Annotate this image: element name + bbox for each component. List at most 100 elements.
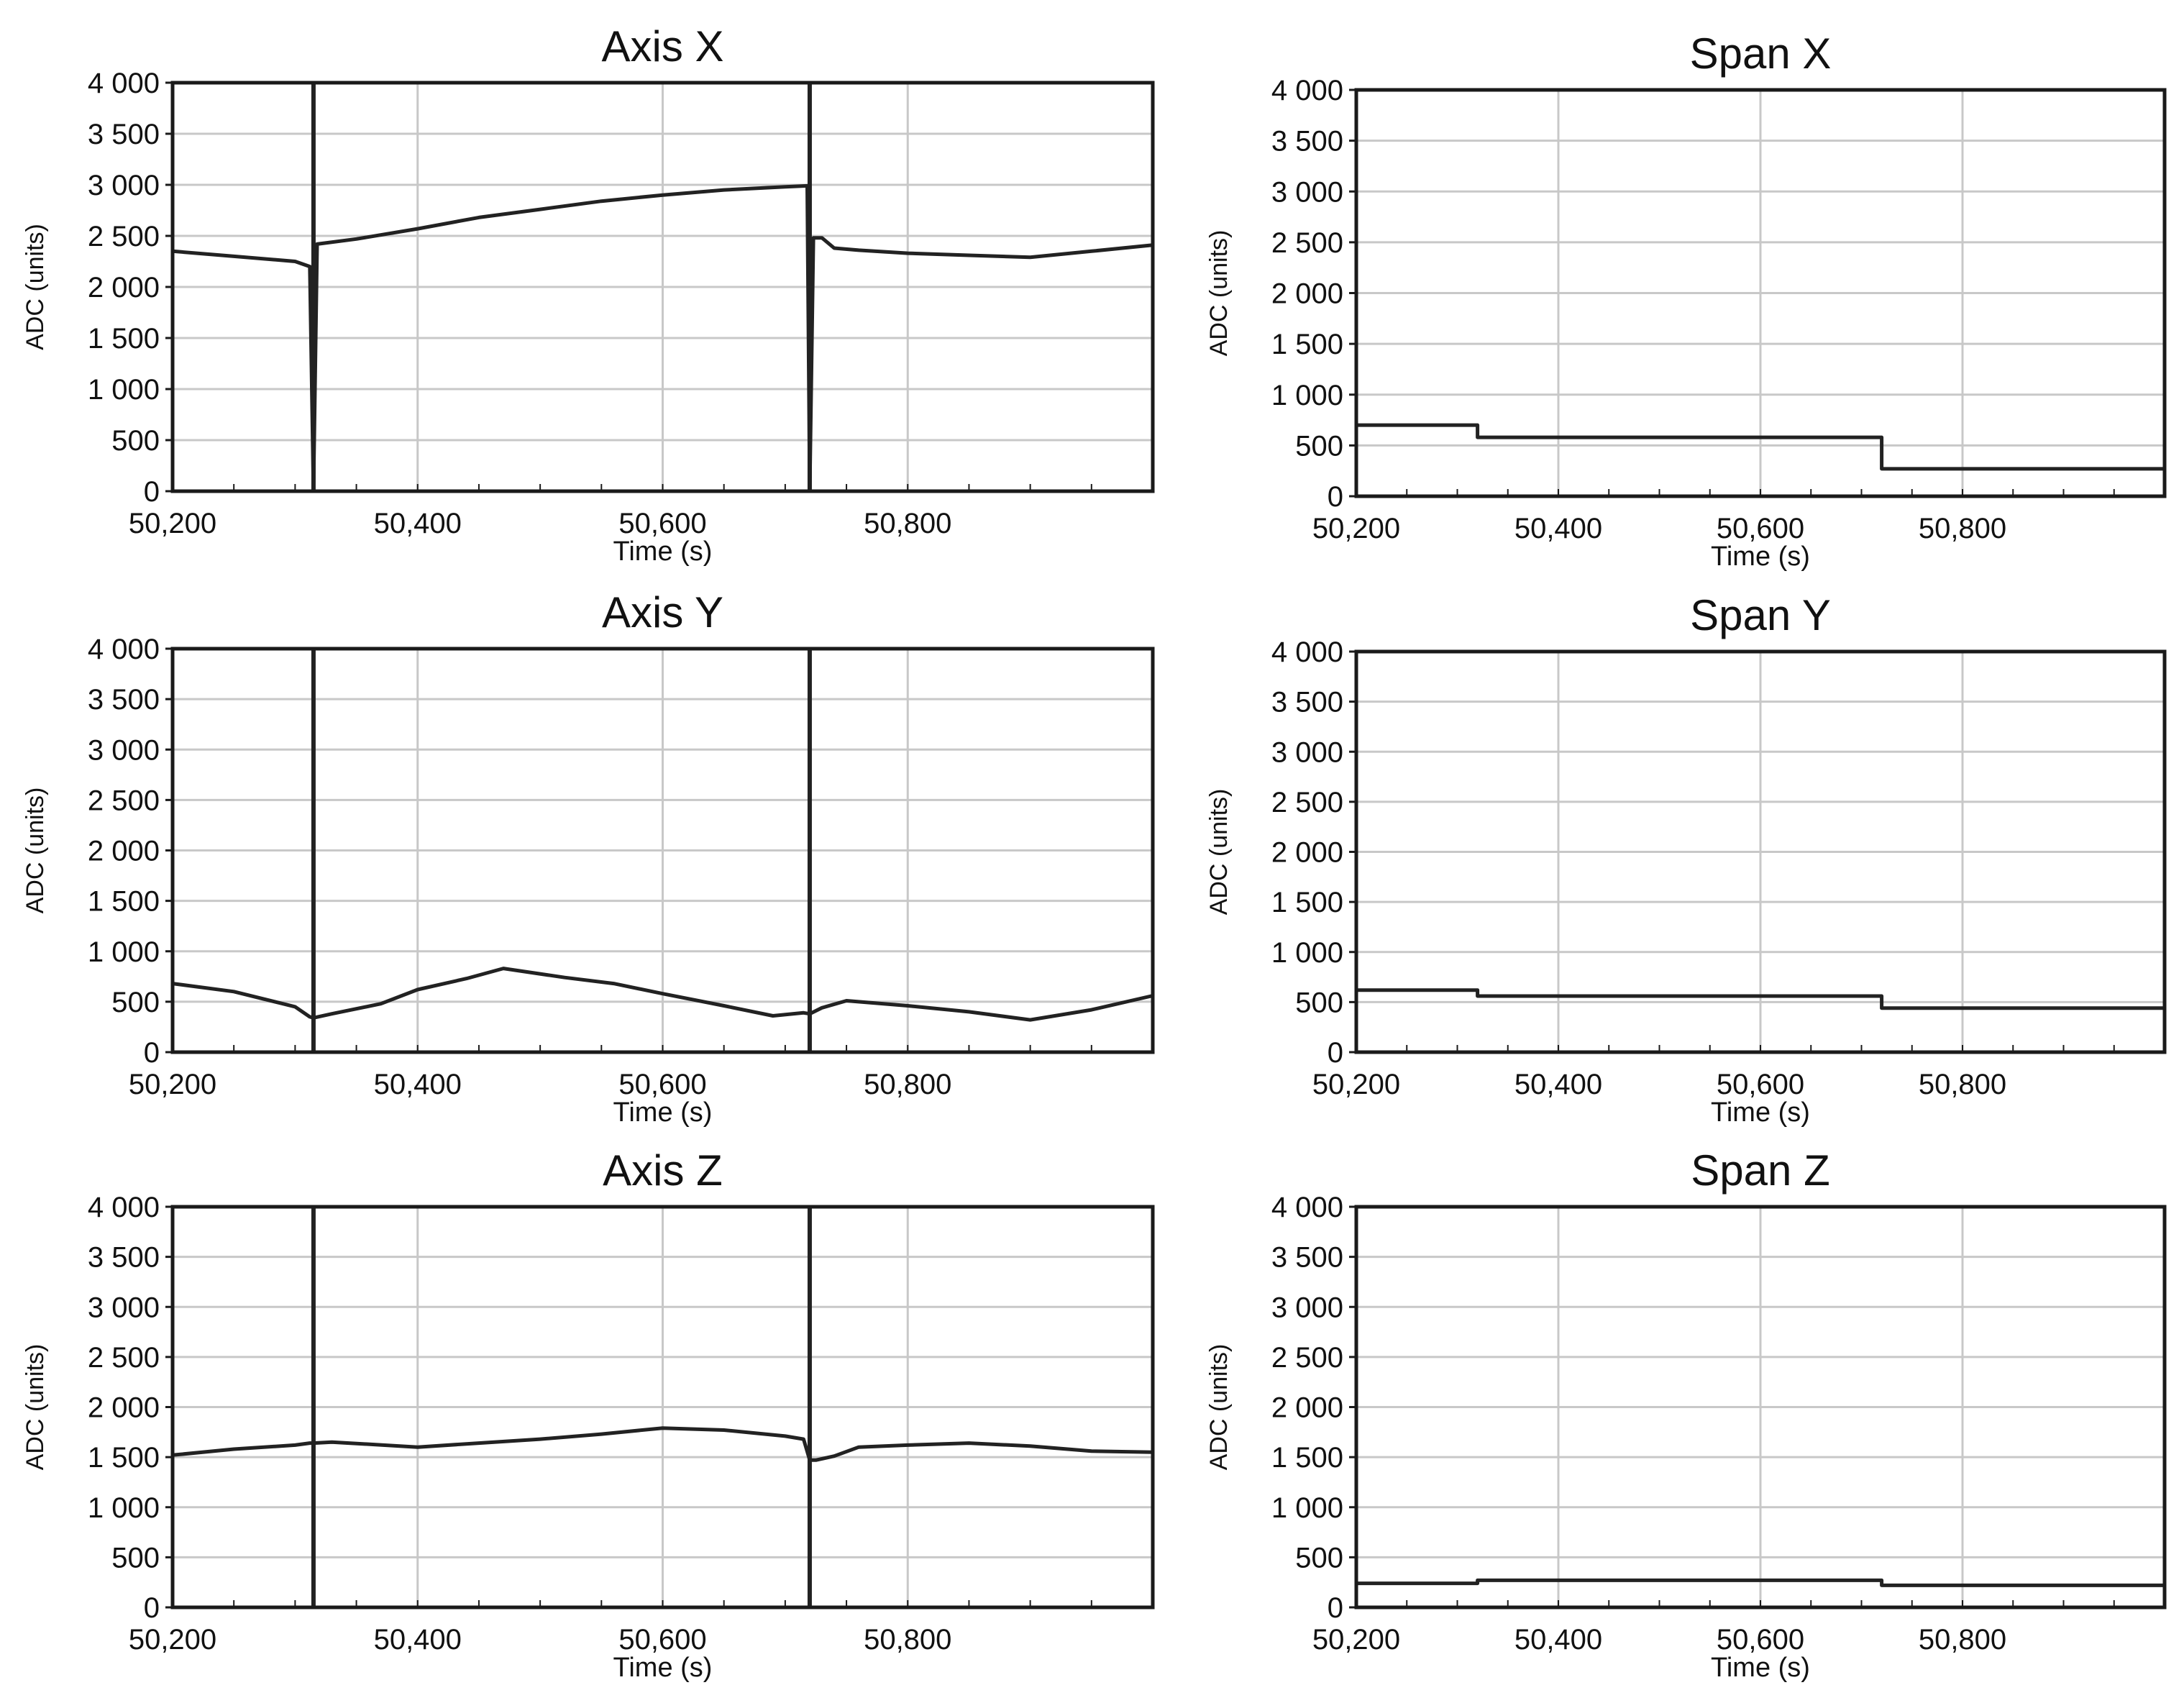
y-tick-label: 4 000 bbox=[1271, 636, 1343, 668]
chart-span-y: 0 500 1 000 1 500 2 000 2 500 3 000 3 500 4 000 5… bbox=[1205, 591, 2167, 1128]
y-tick-label: 0 bbox=[1328, 1037, 1343, 1069]
x-tick-label: 50,600 bbox=[618, 1624, 706, 1656]
x-tick-label: 50,400 bbox=[374, 1624, 462, 1656]
x-tick-label: 50,800 bbox=[1919, 513, 2006, 544]
y-tick-label: 2 000 bbox=[88, 836, 160, 867]
y-tick-label: 4 000 bbox=[1271, 1192, 1343, 1223]
chart-span-x: 0 500 1 000 1 500 2 000 2 500 3 000 3 500 4 000 5… bbox=[1205, 29, 2167, 572]
y-tick-label: 3 500 bbox=[88, 119, 160, 150]
y-axis-label: ADC (units) bbox=[22, 787, 49, 914]
y-tick-label: 3 500 bbox=[88, 1242, 160, 1274]
y-tick-label: 3 000 bbox=[88, 170, 160, 201]
y-tick-label: 3 000 bbox=[88, 1292, 160, 1323]
chart-title: Axis Y bbox=[602, 588, 723, 636]
x-axis-label: Time (s) bbox=[1711, 1097, 1810, 1128]
y-tick-label: 1 000 bbox=[1271, 1492, 1343, 1524]
y-tick-label: 500 bbox=[1295, 430, 1343, 462]
x-tick-label: 50,400 bbox=[1514, 1624, 1602, 1656]
x-axis-label: Time (s) bbox=[1711, 1653, 1810, 1683]
chart-title: Span Z bbox=[1691, 1146, 1829, 1195]
x-axis-label: Time (s) bbox=[613, 1097, 713, 1128]
y-tick-label: 3 500 bbox=[1271, 1242, 1343, 1274]
y-tick-label: 3 500 bbox=[1271, 126, 1343, 157]
y-tick-label: 1 500 bbox=[1271, 887, 1343, 918]
y-tick-label: 2 000 bbox=[88, 1392, 160, 1424]
x-tick-label: 50,600 bbox=[618, 508, 706, 539]
x-tick-label: 50,600 bbox=[618, 1069, 706, 1100]
y-tick-label: 2 500 bbox=[88, 785, 160, 816]
x-tick-label: 50,400 bbox=[1514, 513, 1602, 544]
y-tick-label: 1 000 bbox=[1271, 937, 1343, 969]
y-tick-label: 4 000 bbox=[88, 634, 160, 665]
chart-title: Span Y bbox=[1690, 591, 1831, 639]
y-tick-label: 1 500 bbox=[1271, 329, 1343, 360]
x-axis-label: Time (s) bbox=[1711, 542, 1810, 572]
x-tick-label: 50,800 bbox=[864, 508, 951, 539]
x-tick-label: 50,800 bbox=[864, 1069, 951, 1100]
x-tick-label: 50,200 bbox=[129, 1624, 216, 1656]
chart-title: Axis X bbox=[601, 22, 723, 70]
y-tick-label: 1 000 bbox=[1271, 380, 1343, 411]
y-axis-label: ADC (units) bbox=[22, 1344, 49, 1471]
y-tick-label: 2 500 bbox=[1271, 1342, 1343, 1374]
x-tick-label: 50,200 bbox=[1312, 513, 1400, 544]
x-tick-label: 50,400 bbox=[1514, 1069, 1602, 1100]
x-axis-label: Time (s) bbox=[613, 537, 713, 567]
x-tick-label: 50,400 bbox=[374, 1069, 462, 1100]
y-tick-label: 1 500 bbox=[88, 886, 160, 918]
y-tick-label: 500 bbox=[111, 1542, 160, 1574]
series-line-axis-z bbox=[172, 1426, 1153, 1462]
series-line-span-x bbox=[1356, 423, 2165, 471]
series-line-span-y bbox=[1356, 988, 2165, 1010]
x-tick-label: 50,600 bbox=[1717, 513, 1804, 544]
y-tick-label: 3 000 bbox=[1271, 736, 1343, 768]
y-tick-label: 0 bbox=[1328, 481, 1343, 513]
y-tick-label: 2 500 bbox=[88, 1342, 160, 1374]
chart-title: Axis Z bbox=[603, 1146, 723, 1195]
y-tick-label: 4 000 bbox=[88, 1192, 160, 1223]
y-tick-label: 2 500 bbox=[88, 221, 160, 252]
y-tick-label: 2 000 bbox=[88, 272, 160, 303]
y-tick-label: 3 500 bbox=[1271, 687, 1343, 718]
y-tick-label: 2 000 bbox=[1271, 1392, 1343, 1424]
y-tick-label: 500 bbox=[1295, 1542, 1343, 1574]
y-tick-label: 3 500 bbox=[88, 684, 160, 716]
x-tick-label: 50,200 bbox=[1312, 1624, 1400, 1656]
chart-title: Span X bbox=[1690, 29, 1832, 78]
x-tick-label: 50,800 bbox=[1919, 1069, 2006, 1100]
y-tick-label: 1 000 bbox=[88, 374, 160, 406]
y-tick-label: 3 000 bbox=[1271, 1292, 1343, 1323]
x-tick-label: 50,800 bbox=[864, 1624, 951, 1656]
y-tick-label: 4 000 bbox=[88, 68, 160, 99]
x-tick-label: 50,400 bbox=[374, 508, 462, 539]
y-tick-label: 1 000 bbox=[88, 1492, 160, 1524]
y-tick-label: 1 500 bbox=[88, 323, 160, 355]
y-axis-label: ADC (units) bbox=[1205, 230, 1233, 357]
y-tick-label: 2 000 bbox=[1271, 837, 1343, 869]
x-tick-label: 50,200 bbox=[1312, 1069, 1400, 1100]
x-tick-label: 50,800 bbox=[1919, 1624, 2006, 1656]
y-tick-label: 500 bbox=[1295, 987, 1343, 1018]
y-tick-label: 2 500 bbox=[1271, 227, 1343, 259]
y-tick-label: 1 500 bbox=[88, 1442, 160, 1474]
chart-axis-z: 0 500 1 000 1 500 2 000 2 500 3 000 3 500 4 000 5… bbox=[22, 1146, 1155, 1683]
y-tick-label: 1 500 bbox=[1271, 1442, 1343, 1474]
y-tick-label: 3 000 bbox=[88, 734, 160, 766]
y-tick-label: 2 500 bbox=[1271, 787, 1343, 818]
series-line-axis-y bbox=[172, 967, 1153, 1022]
y-tick-label: 2 000 bbox=[1271, 278, 1343, 310]
chart-axis-y: 0 500 1 000 1 500 2 000 2 500 3 000 3 500 4 000 5… bbox=[22, 588, 1155, 1128]
chart-axis-x: 0 500 1 000 1 500 2 000 2 500 3 000 3 500 4 000 5… bbox=[22, 22, 1155, 567]
y-axis-label: ADC (units) bbox=[1205, 1344, 1233, 1471]
y-tick-label: 0 bbox=[1328, 1592, 1343, 1624]
y-tick-label: 0 bbox=[144, 476, 160, 508]
y-tick-label: 4 000 bbox=[1271, 75, 1343, 106]
y-tick-label: 500 bbox=[111, 987, 160, 1018]
y-tick-label: 3 000 bbox=[1271, 176, 1343, 208]
y-axis-label: ADC (units) bbox=[1205, 789, 1233, 916]
chart-span-z: 0 500 1 000 1 500 2 000 2 500 3 000 3 500 4 000 5… bbox=[1205, 1146, 2167, 1683]
y-tick-label: 0 bbox=[144, 1592, 160, 1624]
x-tick-label: 50,600 bbox=[1717, 1624, 1804, 1656]
x-tick-label: 50,600 bbox=[1717, 1069, 1804, 1100]
x-tick-label: 50,200 bbox=[129, 508, 216, 539]
